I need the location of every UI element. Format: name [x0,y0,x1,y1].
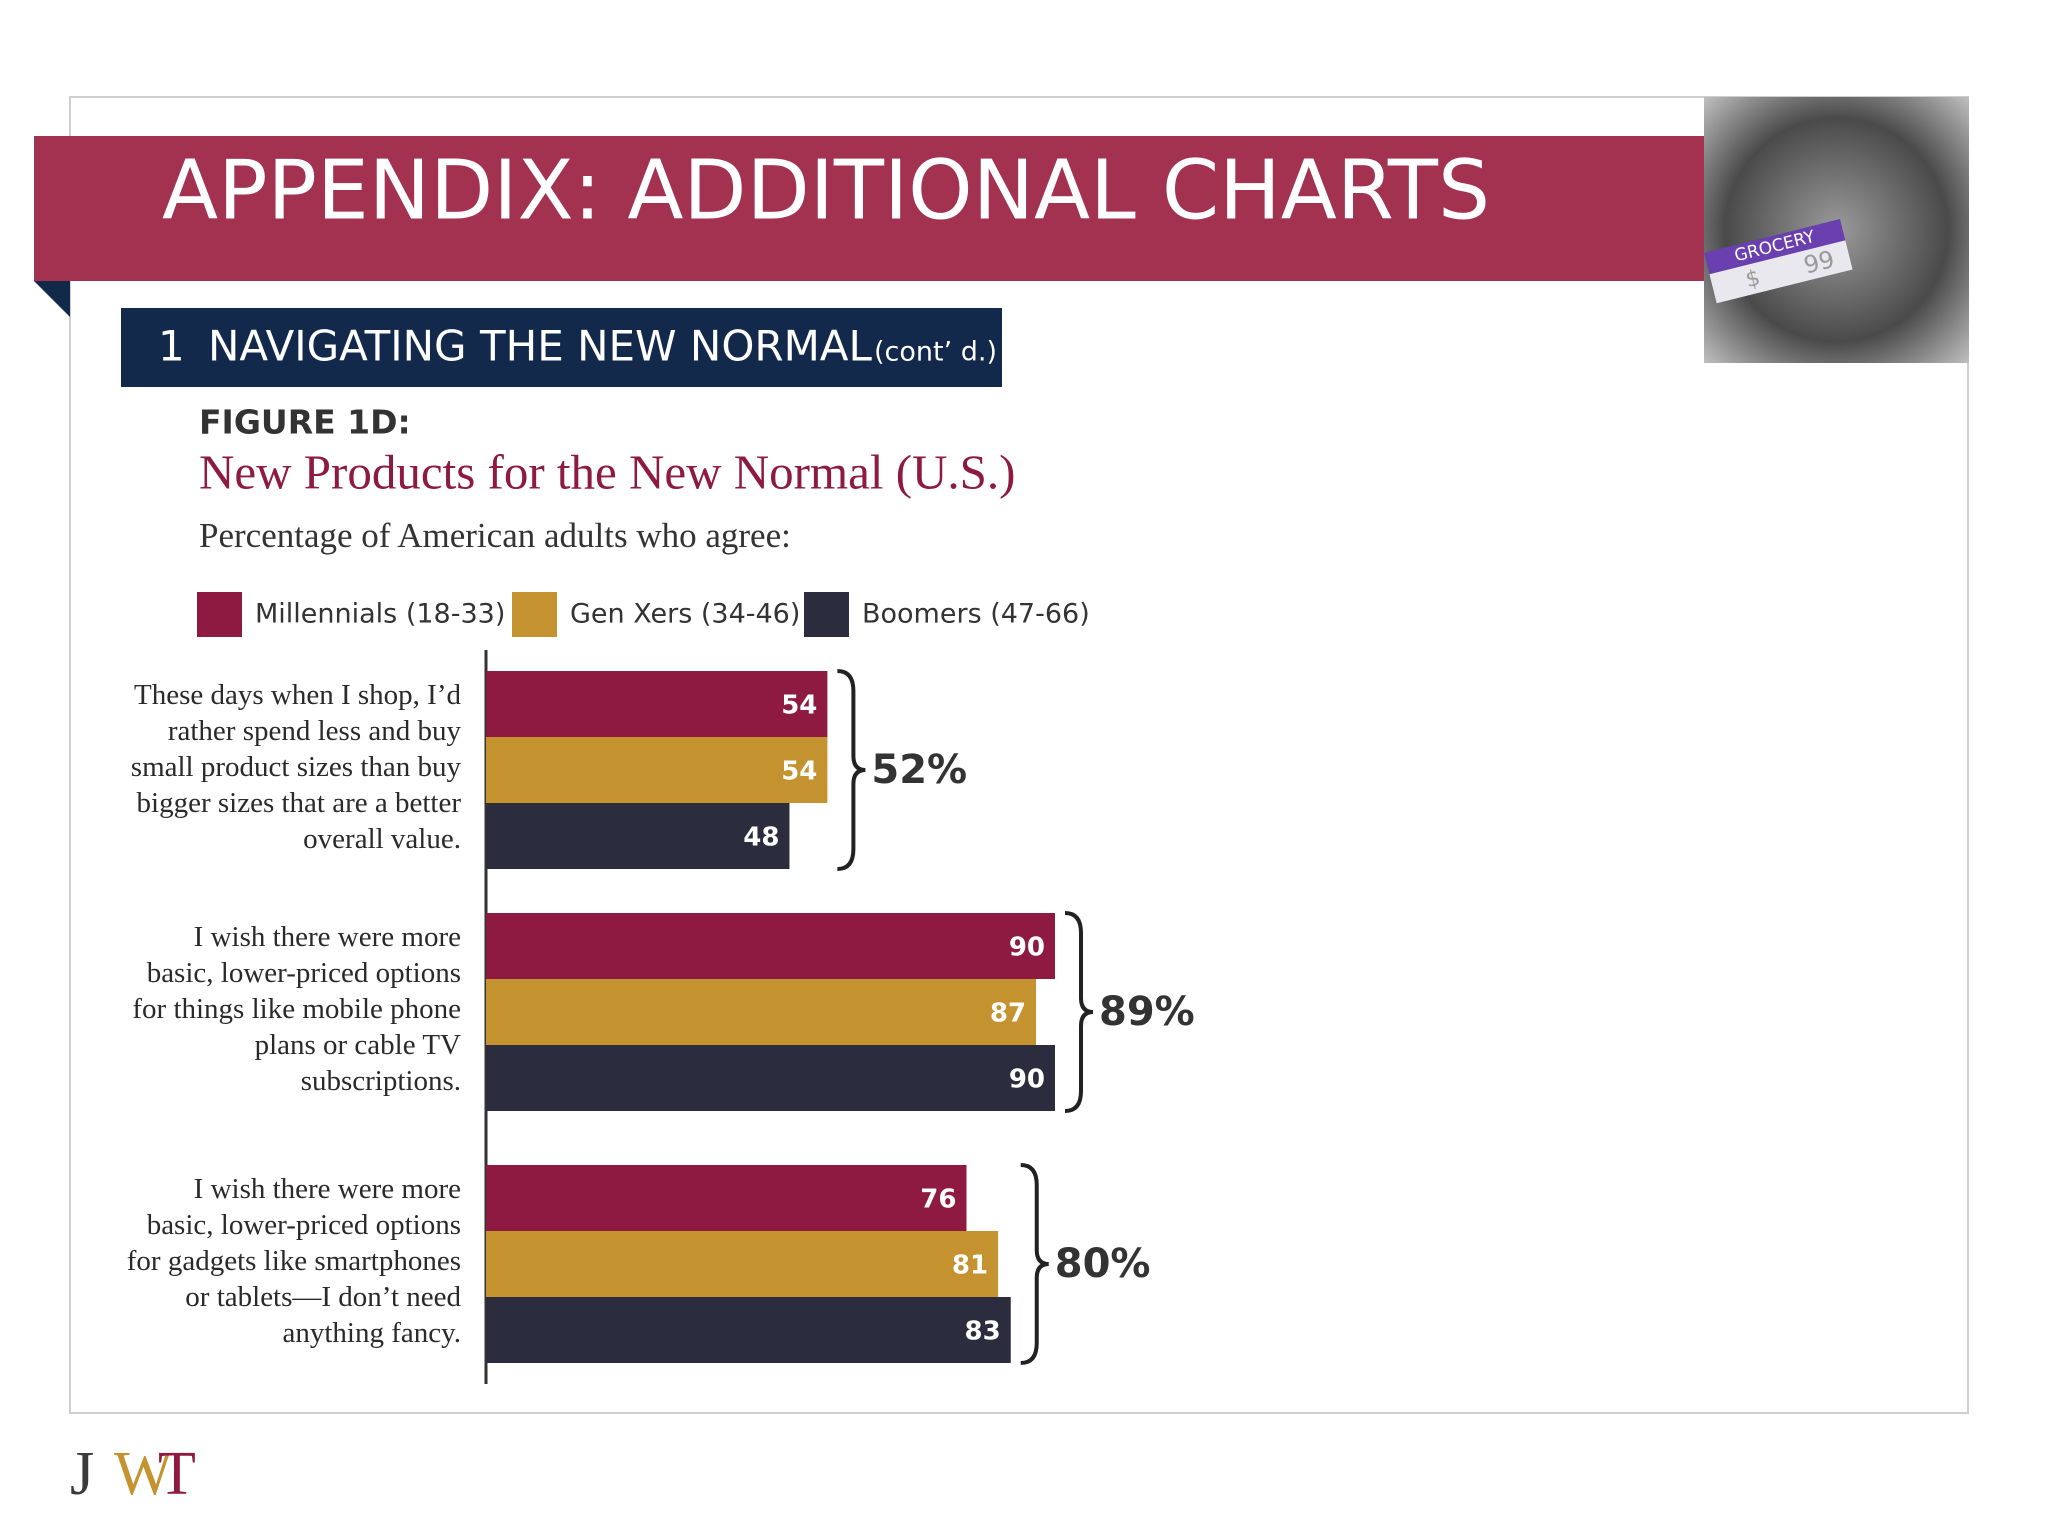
section-number: 1 [158,322,185,371]
category-label: These days when I shop, I’d rather spend… [130,679,461,855]
value-label: 87 [990,999,1026,1029]
value-label: 83 [965,1317,1001,1347]
tag-body [1709,240,1853,304]
bar [486,913,1055,979]
brace [1020,1163,1049,1365]
category-label: I wish there were more basic, lower-pric… [126,1173,461,1349]
bar [486,803,790,869]
figure-label: FIGURE 1D: [199,403,411,442]
category-label: I wish there were more basic, lower-pric… [132,921,461,1097]
bar [486,979,1037,1045]
brace [1064,911,1094,1113]
tag-band [1704,218,1846,275]
legend-swatch [197,592,242,637]
legend-label: Boomers (47-66) [862,599,1090,630]
legend-swatch [512,592,557,637]
price-tag: GROCERY $ 99 [1704,218,1853,304]
banner-fold [34,281,70,317]
bar [486,671,828,737]
logo-letter: J [70,1440,94,1508]
value-label: 54 [781,691,817,721]
page-title: APPENDIX: ADDITIONAL CHARTS [162,143,1490,238]
group-total: 89% [1099,989,1195,1035]
section-box [121,308,1002,387]
bar [486,1297,1011,1363]
logo: J WT [70,1440,196,1508]
legend-swatch [804,592,849,637]
value-label: 90 [1009,1065,1045,1095]
bar [486,1231,999,1297]
price-symbol: $ [1743,266,1763,294]
logo-letter: W [114,1440,173,1508]
banner [34,136,1704,281]
value-label: 54 [781,757,817,787]
section-note: (cont’ d.) [874,337,997,368]
group-total: 80% [1055,1241,1151,1287]
bar [486,737,828,803]
value-label: 48 [743,823,779,853]
logo-letter: T [158,1440,196,1508]
value-label: 90 [1009,933,1045,963]
bar [486,1165,967,1231]
legend-label: Gen Xers (34-46) [570,599,800,630]
legend-label: Millennials (18-33) [255,599,505,630]
chart-subtitle: Percentage of American adults who agree: [199,516,791,555]
chart-title: New Products for the New Normal (U.S.) [199,444,1016,499]
value-label: 81 [952,1251,988,1281]
group-total: 52% [871,747,967,793]
brace [837,669,866,871]
bar [486,1045,1055,1111]
section-title: NAVIGATING THE NEW NORMAL [208,322,873,371]
value-label: 76 [920,1185,956,1215]
